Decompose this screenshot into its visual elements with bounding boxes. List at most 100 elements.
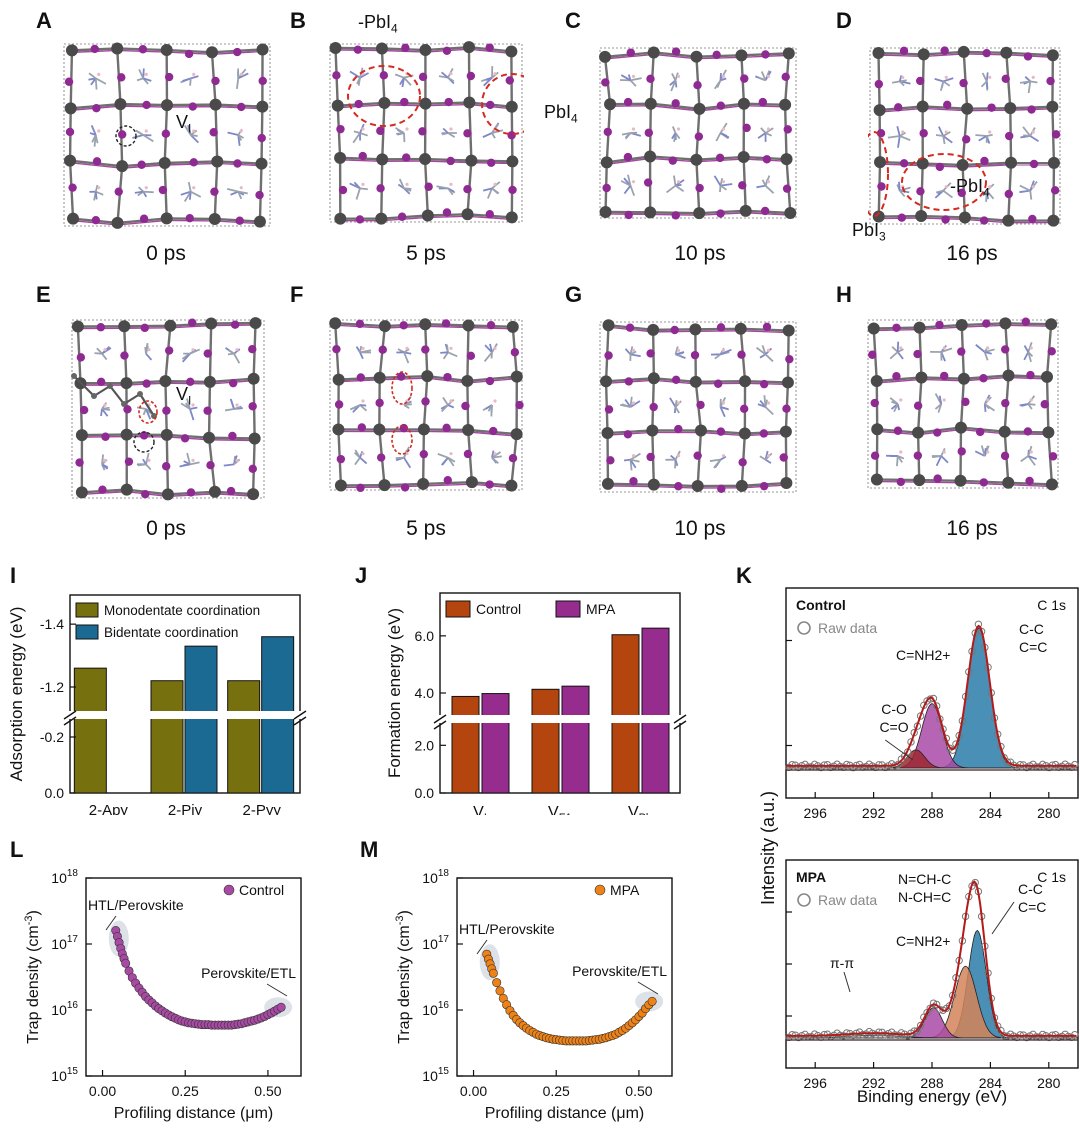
- iodine-atom: [1047, 347, 1056, 356]
- iodine-atom: [419, 449, 429, 459]
- organic-bond: [891, 346, 899, 353]
- hydrogen-atom: [97, 72, 101, 76]
- organic-bond: [482, 187, 493, 192]
- organic-bond: [142, 458, 147, 465]
- hydrogen-atom: [721, 401, 726, 405]
- iodine-atom: [715, 153, 725, 163]
- vacancy-label-a: VI: [176, 112, 192, 136]
- organic-bond: [447, 132, 456, 138]
- iodine-atom: [716, 427, 726, 436]
- panel-letter-b: B: [290, 8, 306, 33]
- iodine-atom: [626, 48, 635, 57]
- lead-atom: [781, 376, 794, 389]
- y-axis-label: Trap density (cm-3): [23, 910, 42, 1044]
- iodine-atom: [782, 404, 791, 413]
- organic-bond: [399, 77, 405, 86]
- organic-bond: [237, 72, 249, 80]
- lead-atom: [735, 49, 748, 62]
- legend-swatch: [75, 602, 99, 618]
- organic-bond: [356, 77, 361, 85]
- iodine-atom: [987, 103, 996, 112]
- organic-bond: [1020, 455, 1029, 463]
- hydrogen-atom: [239, 72, 243, 76]
- hydrogen-atom: [103, 348, 107, 352]
- legend-marker: [223, 884, 235, 896]
- hydrogen-atom: [493, 452, 497, 456]
- x-tick-label: 0.00: [460, 1083, 487, 1099]
- lead-atom: [164, 319, 177, 332]
- lead-atom: [505, 100, 518, 113]
- x-tick-label: VFA: [548, 804, 573, 815]
- panel-letter-g: G: [565, 282, 583, 307]
- organic-bond: [224, 408, 235, 412]
- organic-bond: [484, 344, 493, 353]
- organic-bond: [625, 132, 632, 140]
- organic-bond: [491, 187, 500, 195]
- organic-bond: [95, 190, 104, 196]
- iodine-atom: [783, 125, 792, 134]
- iodine-atom: [761, 50, 770, 59]
- hydrogen-atom: [721, 74, 726, 78]
- organic-bond: [889, 397, 899, 405]
- organic-bond: [189, 461, 200, 466]
- iodine-atom: [957, 447, 966, 456]
- organic-bond: [142, 77, 152, 82]
- vacancy-circle: [115, 125, 137, 147]
- pb-i-bond: [650, 105, 700, 112]
- iodine-atom: [913, 401, 923, 410]
- panel-letter-f: F: [290, 282, 304, 307]
- iodine-atom: [979, 216, 989, 225]
- structure-h: [866, 316, 1060, 492]
- legend-marker: [594, 884, 606, 896]
- hydrogen-atom: [191, 403, 195, 407]
- highlight-circle: [347, 65, 421, 127]
- raw-data-point: [929, 999, 938, 1007]
- bar-control: [531, 688, 560, 794]
- data-point: [276, 1002, 286, 1012]
- organic-bond: [940, 347, 953, 353]
- legend-label: MPA: [586, 601, 616, 617]
- organic-bond: [896, 455, 899, 467]
- iodine-atom: [188, 318, 197, 327]
- raw-data-point: [1038, 760, 1047, 769]
- hydrogen-atom: [676, 180, 681, 184]
- organic-bond: [101, 463, 109, 470]
- break-mark: [673, 720, 687, 730]
- lead-atom: [462, 41, 475, 54]
- x-tick-label: 0.25: [543, 1083, 570, 1099]
- organic-bond: [765, 458, 772, 464]
- organic-bond: [233, 353, 241, 364]
- hydrogen-atom: [192, 186, 196, 190]
- organic-bond: [190, 190, 202, 198]
- organic-bond: [190, 134, 199, 144]
- hydrogen-atom: [986, 450, 990, 454]
- iodine-atom: [96, 377, 106, 386]
- iodine-atom: [739, 404, 749, 413]
- iodine-atom: [896, 477, 906, 487]
- lead-atom: [599, 205, 612, 218]
- annotation-htl-perovskite: HTL/Perovskite: [459, 921, 555, 937]
- iodine-atom: [461, 401, 470, 411]
- organic-bond: [447, 76, 455, 82]
- organic-bond: [675, 351, 685, 356]
- x-tick-label: 284: [979, 1075, 1003, 1091]
- lead-atom: [916, 100, 929, 113]
- organic-bond: [671, 132, 677, 140]
- iodine-atom: [941, 215, 950, 224]
- iodine-atom: [760, 206, 770, 216]
- iodine-atom: [1021, 317, 1031, 326]
- organic-bond: [442, 127, 449, 134]
- organic-bond: [761, 179, 767, 187]
- bar-mpa: [561, 685, 590, 794]
- hydrogen-atom: [493, 72, 497, 76]
- iodine-atom: [1023, 427, 1033, 436]
- pb-i-bond: [653, 53, 697, 60]
- hydrogen-atom: [766, 348, 771, 352]
- organic-bond: [352, 132, 361, 144]
- bar-bidentate: [184, 645, 218, 794]
- iodine-atom: [624, 210, 633, 220]
- lead-atom: [782, 324, 795, 337]
- hydrogen-atom: [766, 454, 771, 458]
- annotation-htl-perovskite: HTL/Perovskite: [88, 897, 184, 913]
- pb-i-bond: [919, 481, 961, 484]
